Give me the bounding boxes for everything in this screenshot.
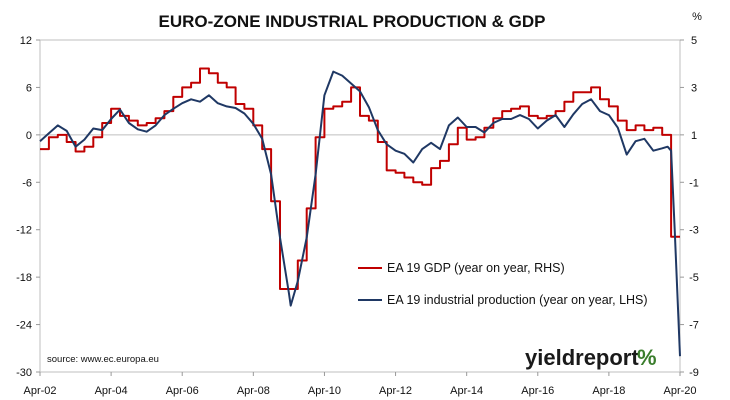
- x-axis-tick-label: Apr-06: [166, 385, 199, 397]
- x-axis-tick-label: Apr-12: [379, 385, 412, 397]
- x-axis-tick-label: Apr-16: [521, 385, 554, 397]
- legend: EA 19 GDP (year on year, RHS) EA 19 indu…: [358, 261, 648, 307]
- left-axis-tick-label: -30: [16, 367, 32, 379]
- right-axis-tick-label: -5: [689, 272, 699, 284]
- legend-label-gdp: EA 19 GDP (year on year, RHS): [387, 261, 565, 275]
- yieldreport-logo: yieldreport %: [525, 345, 657, 370]
- left-axis-tick-label: -6: [22, 177, 32, 189]
- x-axis-tick-label: Apr-18: [592, 385, 625, 397]
- plot-frame: [39, 39, 681, 373]
- left-axis-tick-label: -24: [16, 320, 32, 332]
- legend-label-ip: EA 19 industrial production (year on yea…: [387, 293, 648, 307]
- right-axis-tick-label: 3: [691, 82, 697, 94]
- x-axis-tick-label: Apr-10: [308, 385, 341, 397]
- x-axis-tick-label: Apr-08: [237, 385, 270, 397]
- chart-title: EURO-ZONE INDUSTRIAL PRODUCTION & GDP: [159, 12, 546, 31]
- plot-area: 12 6 0 -6 -12 -18 -24 -30 5 3 1 -1 -3 -5 -7 -9 Apr-02 Apr…: [16, 35, 699, 397]
- left-axis-tick-label: 12: [20, 35, 32, 47]
- right-axis-tick-label: -9: [689, 367, 699, 379]
- series-line-industrial-production: [39, 70, 681, 357]
- logo-text: yieldreport: [525, 345, 639, 370]
- right-axis-tick-label: -7: [689, 320, 699, 332]
- left-axis-tick-label: 6: [26, 82, 32, 94]
- x-axis-tick-label: Apr-04: [95, 385, 128, 397]
- left-axis-tick-label: -18: [16, 272, 32, 284]
- left-axis-tick-label: -12: [16, 225, 32, 237]
- series-line-gdp: [40, 67, 680, 290]
- right-axis-tick-label: 1: [691, 130, 697, 142]
- right-axis-tick-label: -1: [689, 177, 699, 189]
- right-axis-tick-label: 5: [691, 35, 697, 47]
- source-note: source: www.ec.europa.eu: [47, 354, 159, 365]
- x-axis-tick-label: Apr-14: [450, 385, 483, 397]
- right-axis-tick-label: -3: [689, 225, 699, 237]
- logo-percent-icon: %: [637, 345, 657, 370]
- left-axis-tick-label: 0: [26, 130, 32, 142]
- x-axis-tick-label: Apr-20: [663, 385, 696, 397]
- right-axis-unit: %: [692, 11, 702, 23]
- x-axis-tick-label: Apr-02: [23, 385, 56, 397]
